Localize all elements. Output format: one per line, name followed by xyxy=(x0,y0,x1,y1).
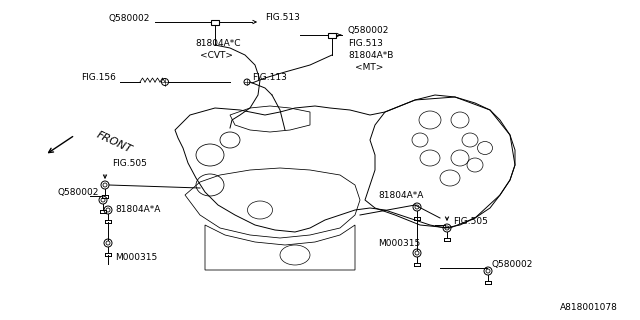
Text: FIG.156: FIG.156 xyxy=(81,74,116,83)
Text: Q580002: Q580002 xyxy=(492,260,533,268)
Text: 81804A*A: 81804A*A xyxy=(115,205,161,214)
Bar xyxy=(211,20,219,25)
Text: FRONT: FRONT xyxy=(95,129,134,155)
Text: FIG.513: FIG.513 xyxy=(348,38,383,47)
Text: Q580002: Q580002 xyxy=(109,13,150,22)
Text: Q580002: Q580002 xyxy=(58,188,99,196)
Text: <MT>: <MT> xyxy=(355,62,383,71)
Text: 81804A*B: 81804A*B xyxy=(348,51,394,60)
Text: FIG.113: FIG.113 xyxy=(252,74,287,83)
Text: FIG.505: FIG.505 xyxy=(453,217,488,226)
Text: <CVT>: <CVT> xyxy=(200,52,233,60)
Text: A818001078: A818001078 xyxy=(560,303,618,313)
Text: M000315: M000315 xyxy=(115,253,157,262)
Bar xyxy=(328,33,336,37)
Text: Q580002: Q580002 xyxy=(348,27,389,36)
Text: 81804A*C: 81804A*C xyxy=(195,39,241,49)
Text: FIG.513: FIG.513 xyxy=(265,13,300,22)
Text: 81804A*A: 81804A*A xyxy=(378,191,424,201)
Text: M000315: M000315 xyxy=(378,239,420,249)
Text: FIG.505: FIG.505 xyxy=(112,158,147,167)
